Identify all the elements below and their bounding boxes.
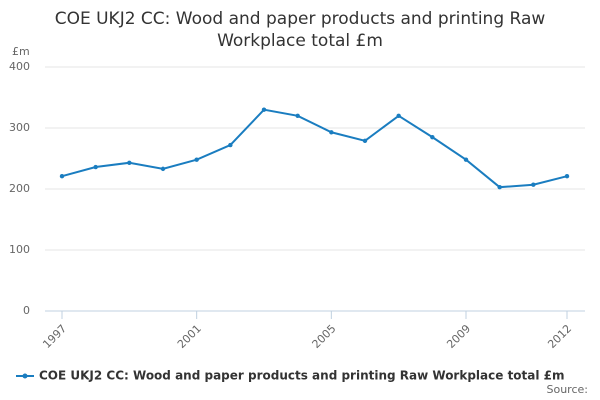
y-tick-label: 100 (9, 243, 30, 256)
point (194, 157, 199, 162)
x-tick-label: 2012 (545, 322, 574, 351)
point (531, 182, 536, 187)
point (564, 173, 570, 179)
point (362, 138, 368, 144)
legend-label: COE UKJ2 CC: Wood and paper products and… (39, 369, 565, 383)
point (430, 134, 435, 140)
point (497, 184, 502, 190)
point (261, 107, 267, 112)
y-tick-label: 400 (9, 60, 30, 73)
y-tick-label: 200 (9, 182, 30, 195)
legend-marker (22, 373, 28, 379)
series-line (61, 108, 568, 189)
chart-title: COE UKJ2 CC: Wood and paper products and… (54, 9, 546, 51)
x-tick-label: 1997 (40, 322, 69, 351)
point (228, 142, 233, 148)
point (295, 113, 300, 119)
point (59, 173, 65, 179)
point (127, 160, 132, 165)
point (93, 164, 98, 170)
source: Source: (547, 383, 589, 396)
y-tick-label: 0 (23, 304, 30, 317)
x-tick-label: 2001 (175, 322, 204, 351)
x-tick-label: 2009 (444, 322, 473, 351)
y-unit: £m (12, 45, 30, 58)
x-tick-label: 2005 (310, 322, 339, 351)
y-tick-label: 300 (9, 121, 30, 134)
point (329, 130, 334, 135)
point (160, 166, 166, 172)
point (463, 157, 469, 162)
point (396, 113, 401, 119)
